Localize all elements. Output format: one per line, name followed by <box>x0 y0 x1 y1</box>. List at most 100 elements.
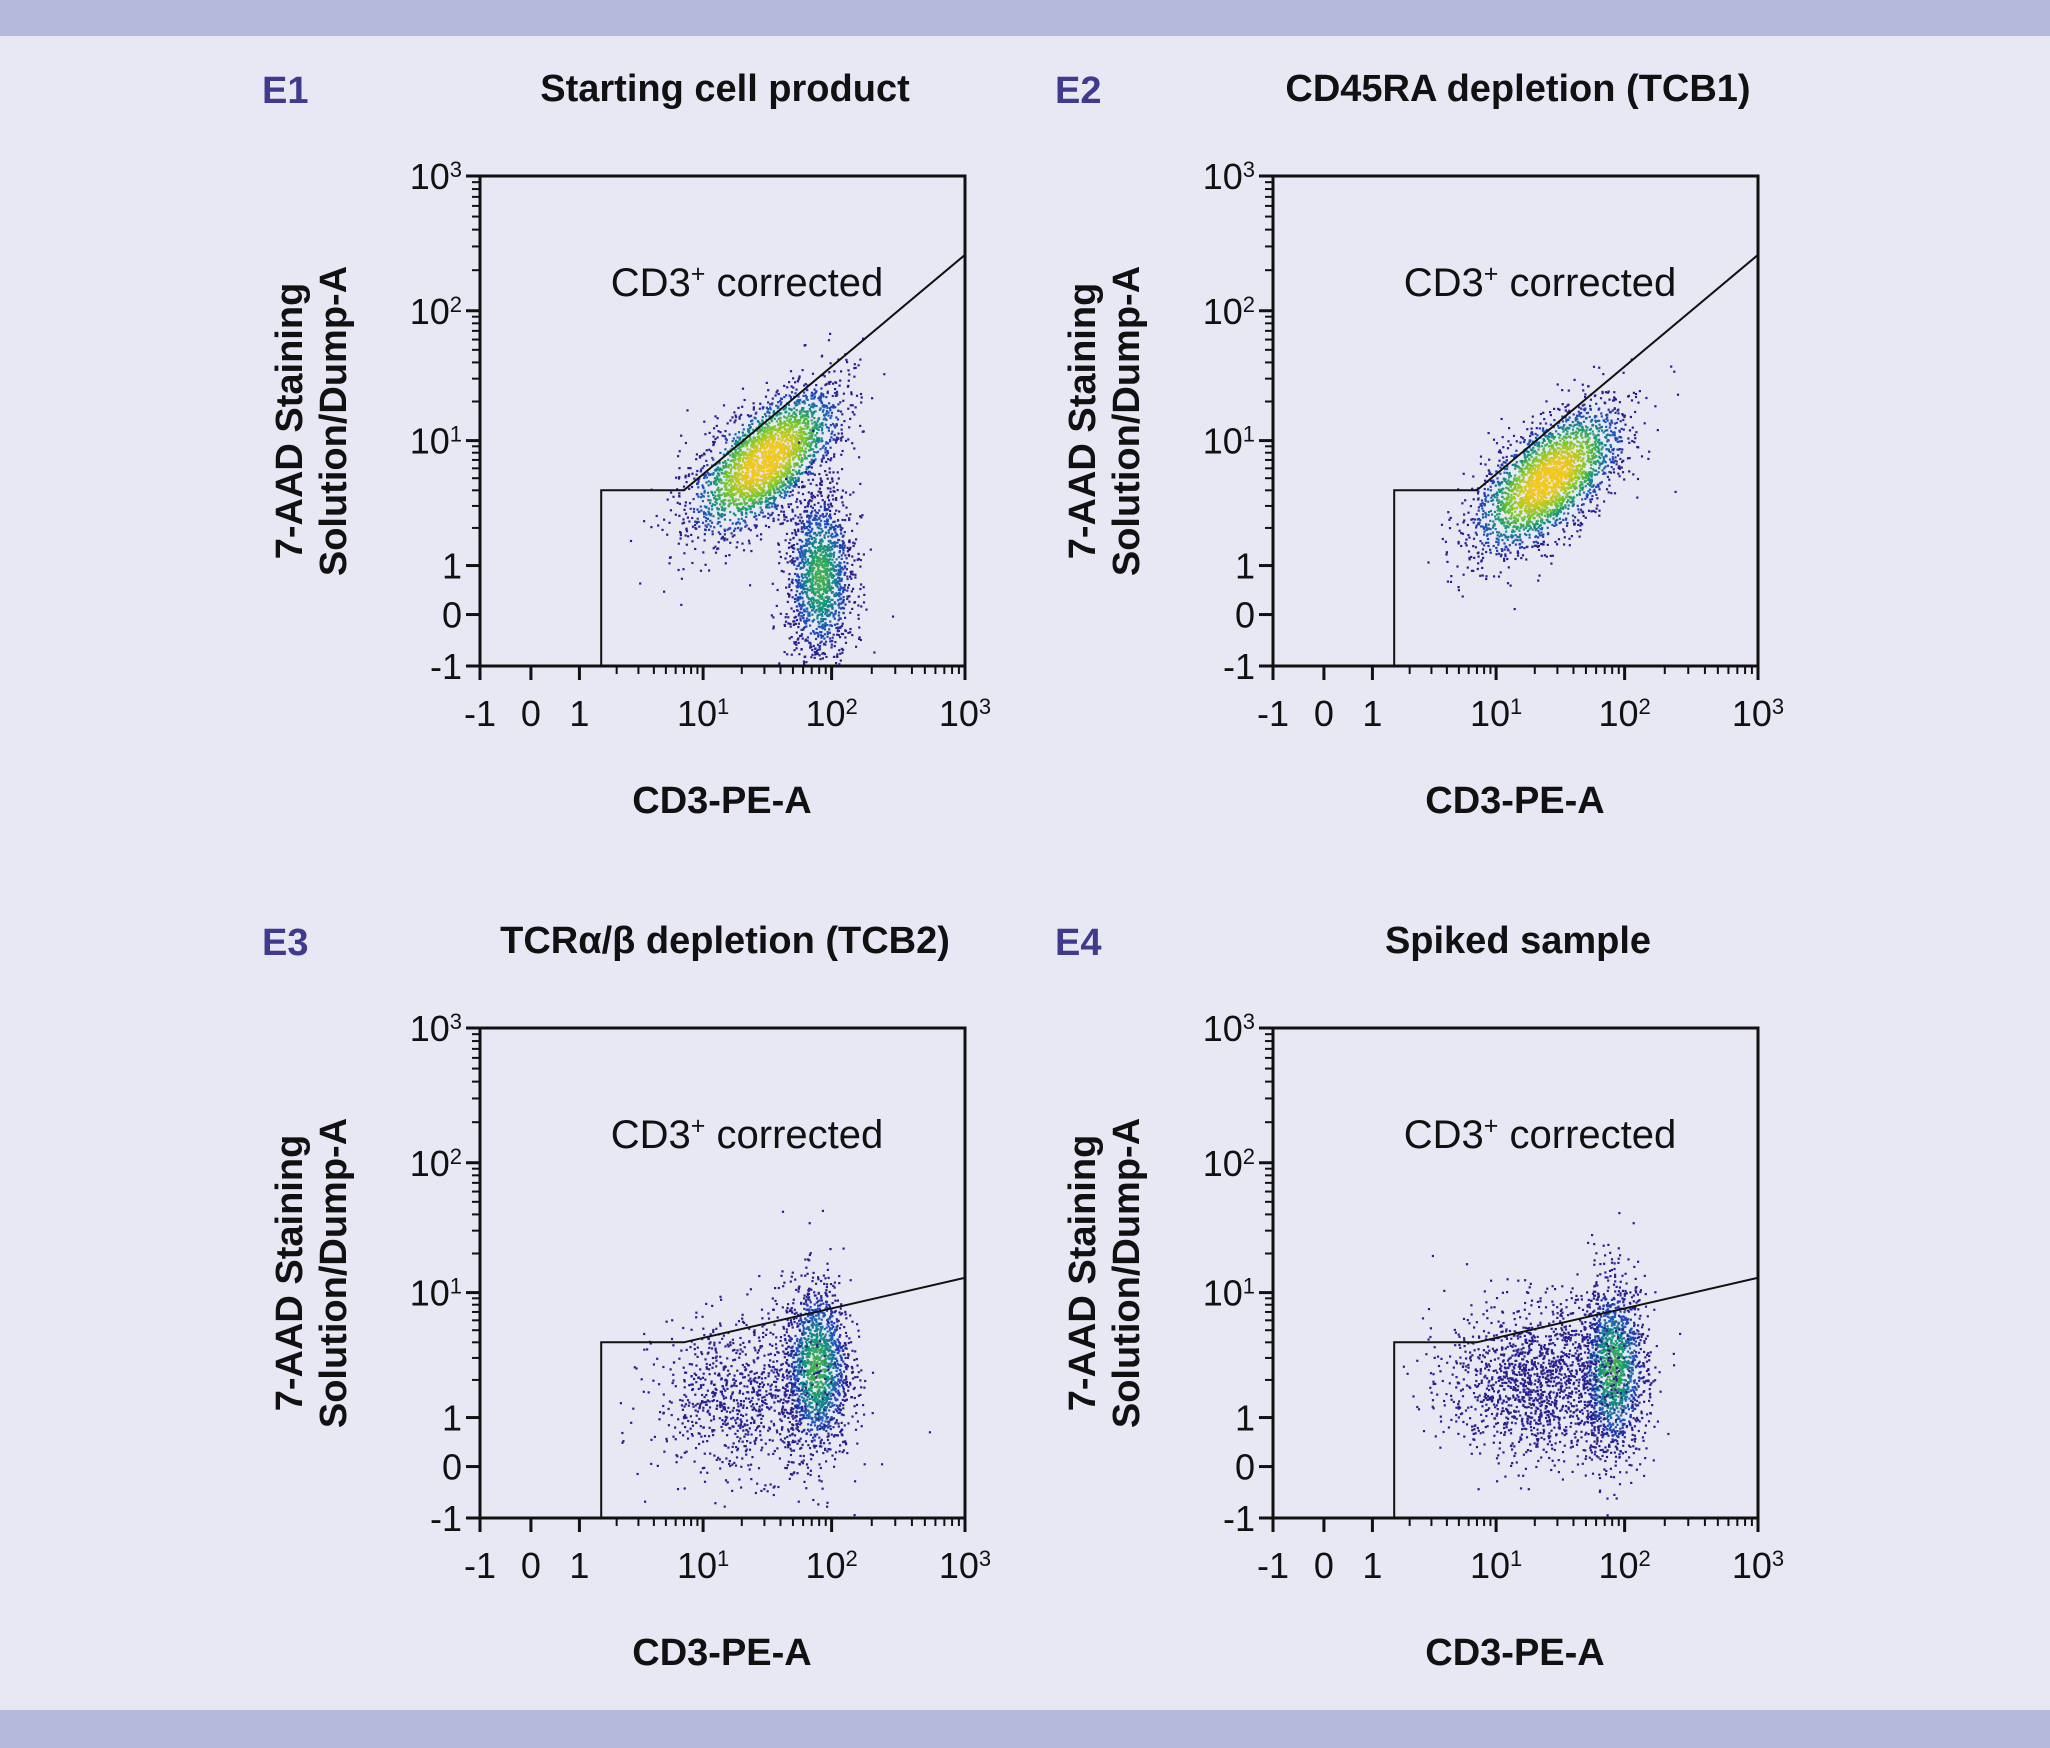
dot <box>773 417 776 420</box>
dot <box>848 518 851 522</box>
dot <box>767 463 770 467</box>
dot <box>789 370 793 373</box>
dot <box>828 573 831 576</box>
dot <box>738 415 741 418</box>
dot <box>762 433 765 436</box>
dot <box>730 468 733 471</box>
dot <box>801 596 804 599</box>
dot <box>716 466 720 469</box>
dot <box>739 436 742 439</box>
dot <box>1516 539 1519 542</box>
dot <box>814 434 817 437</box>
dot <box>801 463 804 466</box>
dot <box>733 466 736 470</box>
dot <box>798 519 801 522</box>
dot <box>790 545 793 549</box>
dot <box>775 442 778 445</box>
dot <box>1551 473 1555 476</box>
dot <box>800 446 803 450</box>
dot <box>1503 548 1506 551</box>
dot <box>850 391 853 394</box>
dot <box>819 580 822 583</box>
dot <box>828 505 831 508</box>
dot <box>1580 444 1584 447</box>
dot <box>840 532 843 535</box>
dot <box>846 361 849 364</box>
dot <box>750 495 753 498</box>
dot <box>818 517 821 520</box>
dot <box>817 397 820 400</box>
dot <box>779 612 782 615</box>
dot <box>837 403 840 406</box>
dot <box>734 476 737 479</box>
dot <box>837 409 840 412</box>
dot <box>1556 518 1559 521</box>
dot <box>726 471 729 474</box>
dot <box>764 422 768 425</box>
dot <box>776 491 779 494</box>
dot <box>789 480 792 483</box>
dot <box>805 510 809 513</box>
dot <box>782 442 785 446</box>
dot <box>788 463 791 466</box>
dot <box>779 428 782 431</box>
dot <box>785 423 788 426</box>
dot <box>839 573 842 576</box>
dot <box>838 583 841 586</box>
dot <box>723 502 726 505</box>
dot <box>782 510 785 513</box>
dot <box>825 412 828 415</box>
dot <box>795 567 798 570</box>
dot <box>705 505 708 508</box>
dot <box>752 501 755 504</box>
dot <box>744 497 747 500</box>
dot <box>792 517 795 520</box>
dot <box>730 532 733 535</box>
dot <box>766 440 769 443</box>
dot <box>704 473 707 476</box>
dot <box>831 394 834 398</box>
dot <box>842 504 845 507</box>
dot <box>701 466 704 469</box>
dot <box>816 602 819 605</box>
dot <box>780 472 784 475</box>
dot <box>824 583 827 586</box>
dot <box>839 659 842 662</box>
dot <box>850 577 853 580</box>
dot <box>695 522 698 525</box>
dot <box>768 457 771 461</box>
dot <box>1631 426 1634 429</box>
dot <box>738 438 742 441</box>
dot <box>752 499 755 502</box>
dot <box>818 654 821 657</box>
dot <box>819 572 822 575</box>
dot <box>1567 462 1570 465</box>
dot <box>803 402 806 405</box>
dot <box>797 486 800 489</box>
dot <box>740 517 743 520</box>
dot <box>817 576 821 579</box>
dot <box>696 482 699 486</box>
dot <box>772 410 775 413</box>
dot <box>803 498 806 502</box>
dot <box>747 430 750 433</box>
dot <box>1610 466 1613 469</box>
dot <box>690 485 694 489</box>
dot <box>769 475 772 478</box>
dot <box>670 491 673 494</box>
dot <box>799 619 802 622</box>
dot <box>811 603 814 606</box>
dot <box>774 468 777 471</box>
dot <box>816 450 820 453</box>
dot <box>829 546 832 549</box>
dot <box>754 449 757 452</box>
dot <box>807 449 811 452</box>
dot <box>822 395 825 398</box>
dot <box>814 577 817 580</box>
dot <box>768 465 771 468</box>
dot <box>813 532 816 535</box>
dot <box>764 524 768 527</box>
dot <box>1670 365 1673 368</box>
dot <box>854 576 857 579</box>
dot <box>734 439 737 442</box>
